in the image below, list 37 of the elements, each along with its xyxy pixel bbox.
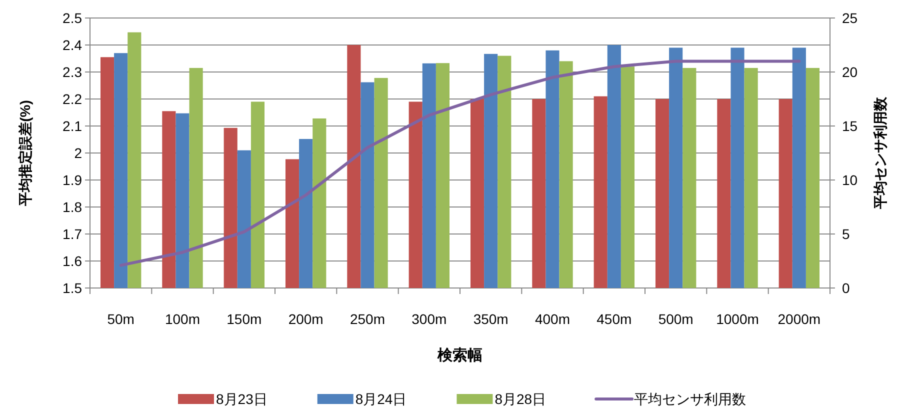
x-tick-label: 300m — [412, 311, 447, 327]
legend-label: 8月28日 — [494, 391, 546, 407]
x-tick-label: 450m — [596, 311, 632, 327]
y-tick-label: 2.4 — [62, 37, 82, 53]
x-tick-label: 350m — [473, 311, 508, 327]
legend-label: 平均センサ利用数 — [634, 391, 746, 407]
y-tick-label: 2.5 — [62, 10, 82, 26]
legend-label: 8月24日 — [355, 391, 407, 407]
y-tick-label: 1.7 — [62, 226, 82, 242]
line-series — [119, 60, 801, 267]
x-tick-label: 1000m — [716, 311, 759, 327]
x-tick-label: 500m — [658, 311, 694, 327]
x-tick-label: 200m — [288, 311, 324, 327]
y2-tick-label: 20 — [842, 64, 858, 80]
x-tick-label: 50m — [107, 311, 134, 327]
y-tick-label: 1.6 — [62, 253, 82, 269]
x-tick-label: 100m — [164, 311, 200, 327]
x-tick-label: 150m — [226, 311, 262, 327]
y-tick-label: 1.8 — [62, 199, 82, 215]
y2-tick-label: 25 — [842, 10, 858, 26]
y-tick-label: 2.2 — [62, 91, 82, 107]
y2-axis-title: 平均センサ利用数 — [872, 96, 888, 210]
y-tick-label: 1.5 — [62, 280, 82, 296]
x-tick-label: 2000m — [778, 311, 821, 327]
y-tick-label: 2.3 — [62, 64, 82, 80]
y2-tick-label: 0 — [842, 280, 850, 296]
y-tick-label: 1.9 — [62, 172, 82, 188]
x-axis-title: 検索幅 — [436, 347, 482, 364]
y2-tick-label: 15 — [842, 118, 858, 134]
x-tick-label: 400m — [534, 311, 570, 327]
y2-tick-label: 10 — [842, 172, 858, 188]
x-tick-label: 250m — [350, 311, 386, 327]
y-tick-label: 2 — [74, 145, 82, 161]
legend-label: 8月23日 — [216, 391, 268, 407]
y2-tick-label: 5 — [842, 226, 850, 242]
y-axis-title: 平均推定誤差(%) — [17, 100, 33, 207]
y-tick-label: 2.1 — [62, 118, 82, 134]
